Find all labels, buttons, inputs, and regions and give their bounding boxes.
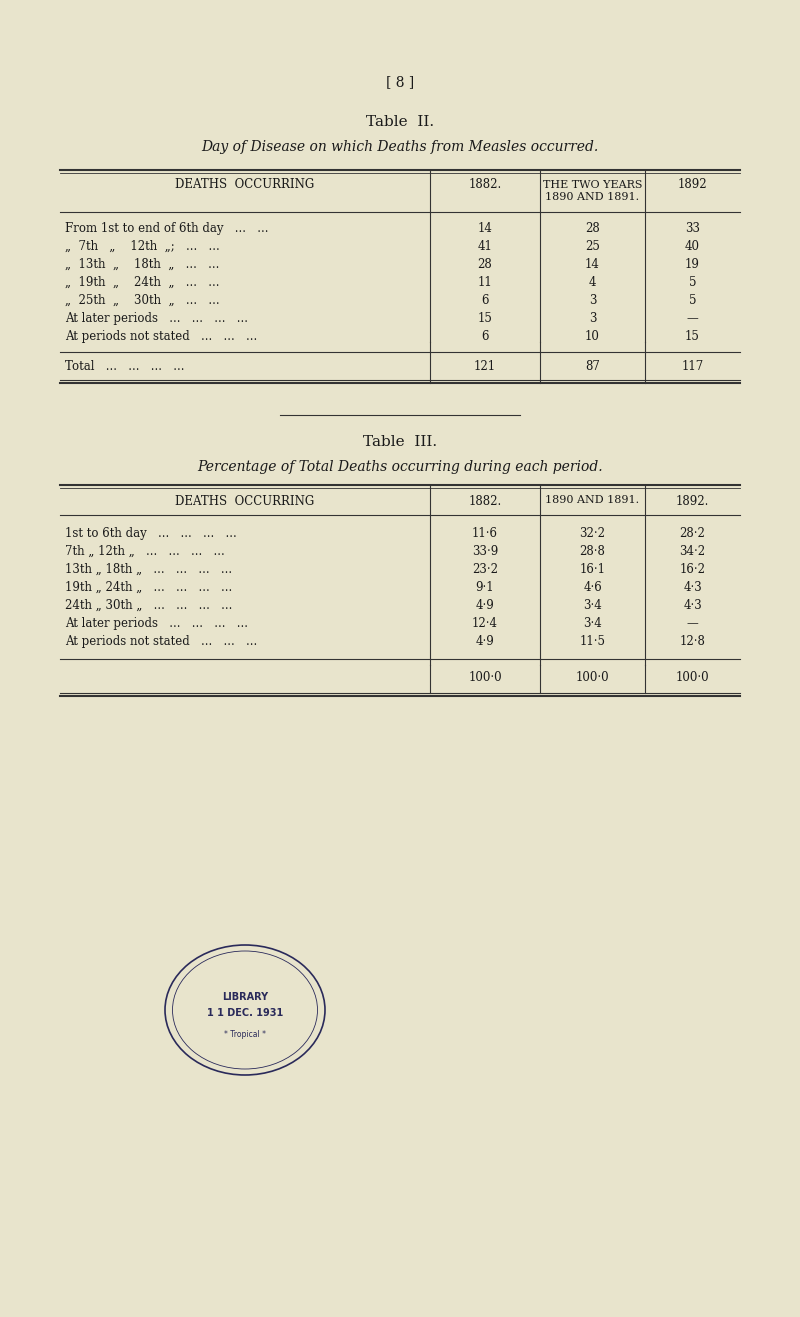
Text: „  7th   „    12th  „;   ...   ...: „ 7th „ 12th „; ... ... [65, 240, 220, 253]
Text: 15: 15 [685, 331, 700, 342]
Text: 87: 87 [585, 360, 600, 373]
Text: 1892: 1892 [678, 178, 707, 191]
Text: 25: 25 [585, 240, 600, 253]
Text: 10: 10 [585, 331, 600, 342]
Text: LIBRARY: LIBRARY [222, 992, 268, 1002]
Text: 34·2: 34·2 [679, 545, 706, 558]
Text: Day of Disease on which Deaths from Measles occurred.: Day of Disease on which Deaths from Meas… [202, 140, 598, 154]
Text: 11·6: 11·6 [472, 527, 498, 540]
Text: 6: 6 [482, 294, 489, 307]
Text: From 1st to end of 6th day   ...   ...: From 1st to end of 6th day ... ... [65, 223, 269, 234]
Text: 12·4: 12·4 [472, 616, 498, 630]
Text: 117: 117 [682, 360, 704, 373]
Text: 100·0: 100·0 [576, 670, 610, 684]
Text: 9·1: 9·1 [476, 581, 494, 594]
Text: 1 1 DEC. 1931: 1 1 DEC. 1931 [207, 1008, 283, 1018]
Text: 28·2: 28·2 [679, 527, 706, 540]
Text: 33·9: 33·9 [472, 545, 498, 558]
Text: 4·6: 4·6 [583, 581, 602, 594]
Text: Table  III.: Table III. [363, 435, 437, 449]
Text: 7th „ 12th „   ...   ...   ...   ...: 7th „ 12th „ ... ... ... ... [65, 545, 225, 558]
Text: 15: 15 [478, 312, 493, 325]
Text: 28: 28 [478, 258, 492, 271]
Text: 1882.: 1882. [468, 495, 502, 508]
Text: 14: 14 [585, 258, 600, 271]
Text: 32·2: 32·2 [579, 527, 606, 540]
Text: 19th „ 24th „   ...   ...   ...   ...: 19th „ 24th „ ... ... ... ... [65, 581, 232, 594]
Text: 11: 11 [478, 277, 492, 288]
Text: 14: 14 [478, 223, 493, 234]
Text: —: — [686, 616, 698, 630]
Text: 5: 5 [689, 294, 696, 307]
Text: 1892.: 1892. [676, 495, 709, 508]
Text: 6: 6 [482, 331, 489, 342]
Text: Total   ...   ...   ...   ...: Total ... ... ... ... [65, 360, 185, 373]
Text: 121: 121 [474, 360, 496, 373]
Text: 12·8: 12·8 [679, 635, 706, 648]
Text: 1st to 6th day   ...   ...   ...   ...: 1st to 6th day ... ... ... ... [65, 527, 237, 540]
Text: At periods not stated   ...   ...   ...: At periods not stated ... ... ... [65, 635, 258, 648]
Text: 33: 33 [685, 223, 700, 234]
Text: * Tropical *: * Tropical * [224, 1030, 266, 1039]
Text: 24th „ 30th „   ...   ...   ...   ...: 24th „ 30th „ ... ... ... ... [65, 599, 232, 612]
Text: 19: 19 [685, 258, 700, 271]
Text: 16·2: 16·2 [679, 562, 706, 576]
Text: 100·0: 100·0 [468, 670, 502, 684]
Text: 16·1: 16·1 [579, 562, 606, 576]
Text: 13th „ 18th „   ...   ...   ...   ...: 13th „ 18th „ ... ... ... ... [65, 562, 232, 576]
Text: 1890 AND 1891.: 1890 AND 1891. [546, 495, 639, 504]
Text: Table  II.: Table II. [366, 115, 434, 129]
Text: 3: 3 [589, 312, 596, 325]
Text: 4·3: 4·3 [683, 581, 702, 594]
Text: At later periods   ...   ...   ...   ...: At later periods ... ... ... ... [65, 312, 248, 325]
Text: „  25th  „    30th  „   ...   ...: „ 25th „ 30th „ ... ... [65, 294, 220, 307]
Text: THE TWO YEARS
1890 AND 1891.: THE TWO YEARS 1890 AND 1891. [542, 180, 642, 202]
Text: „  19th  „    24th  „   ...   ...: „ 19th „ 24th „ ... ... [65, 277, 219, 288]
Text: 100·0: 100·0 [676, 670, 710, 684]
Text: DEATHS  OCCURRING: DEATHS OCCURRING [175, 178, 314, 191]
Text: 41: 41 [478, 240, 493, 253]
Text: „  13th  „    18th  „   ...   ...: „ 13th „ 18th „ ... ... [65, 258, 219, 271]
Text: 3: 3 [589, 294, 596, 307]
Text: 3·4: 3·4 [583, 616, 602, 630]
Text: 1882.: 1882. [468, 178, 502, 191]
Text: 40: 40 [685, 240, 700, 253]
Text: Percentage of Total Deaths occurring during each period.: Percentage of Total Deaths occurring dur… [197, 460, 603, 474]
Text: At periods not stated   ...   ...   ...: At periods not stated ... ... ... [65, 331, 258, 342]
Text: 4: 4 [589, 277, 596, 288]
Text: At later periods   ...   ...   ...   ...: At later periods ... ... ... ... [65, 616, 248, 630]
Text: 3·4: 3·4 [583, 599, 602, 612]
Text: DEATHS  OCCURRING: DEATHS OCCURRING [175, 495, 314, 508]
Text: 28: 28 [585, 223, 600, 234]
Text: 4·3: 4·3 [683, 599, 702, 612]
Text: 5: 5 [689, 277, 696, 288]
Text: 4·9: 4·9 [476, 635, 494, 648]
Text: 4·9: 4·9 [476, 599, 494, 612]
Text: 28·8: 28·8 [579, 545, 606, 558]
Text: [ 8 ]: [ 8 ] [386, 75, 414, 90]
Text: 11·5: 11·5 [579, 635, 606, 648]
Text: —: — [686, 312, 698, 325]
Text: 23·2: 23·2 [472, 562, 498, 576]
